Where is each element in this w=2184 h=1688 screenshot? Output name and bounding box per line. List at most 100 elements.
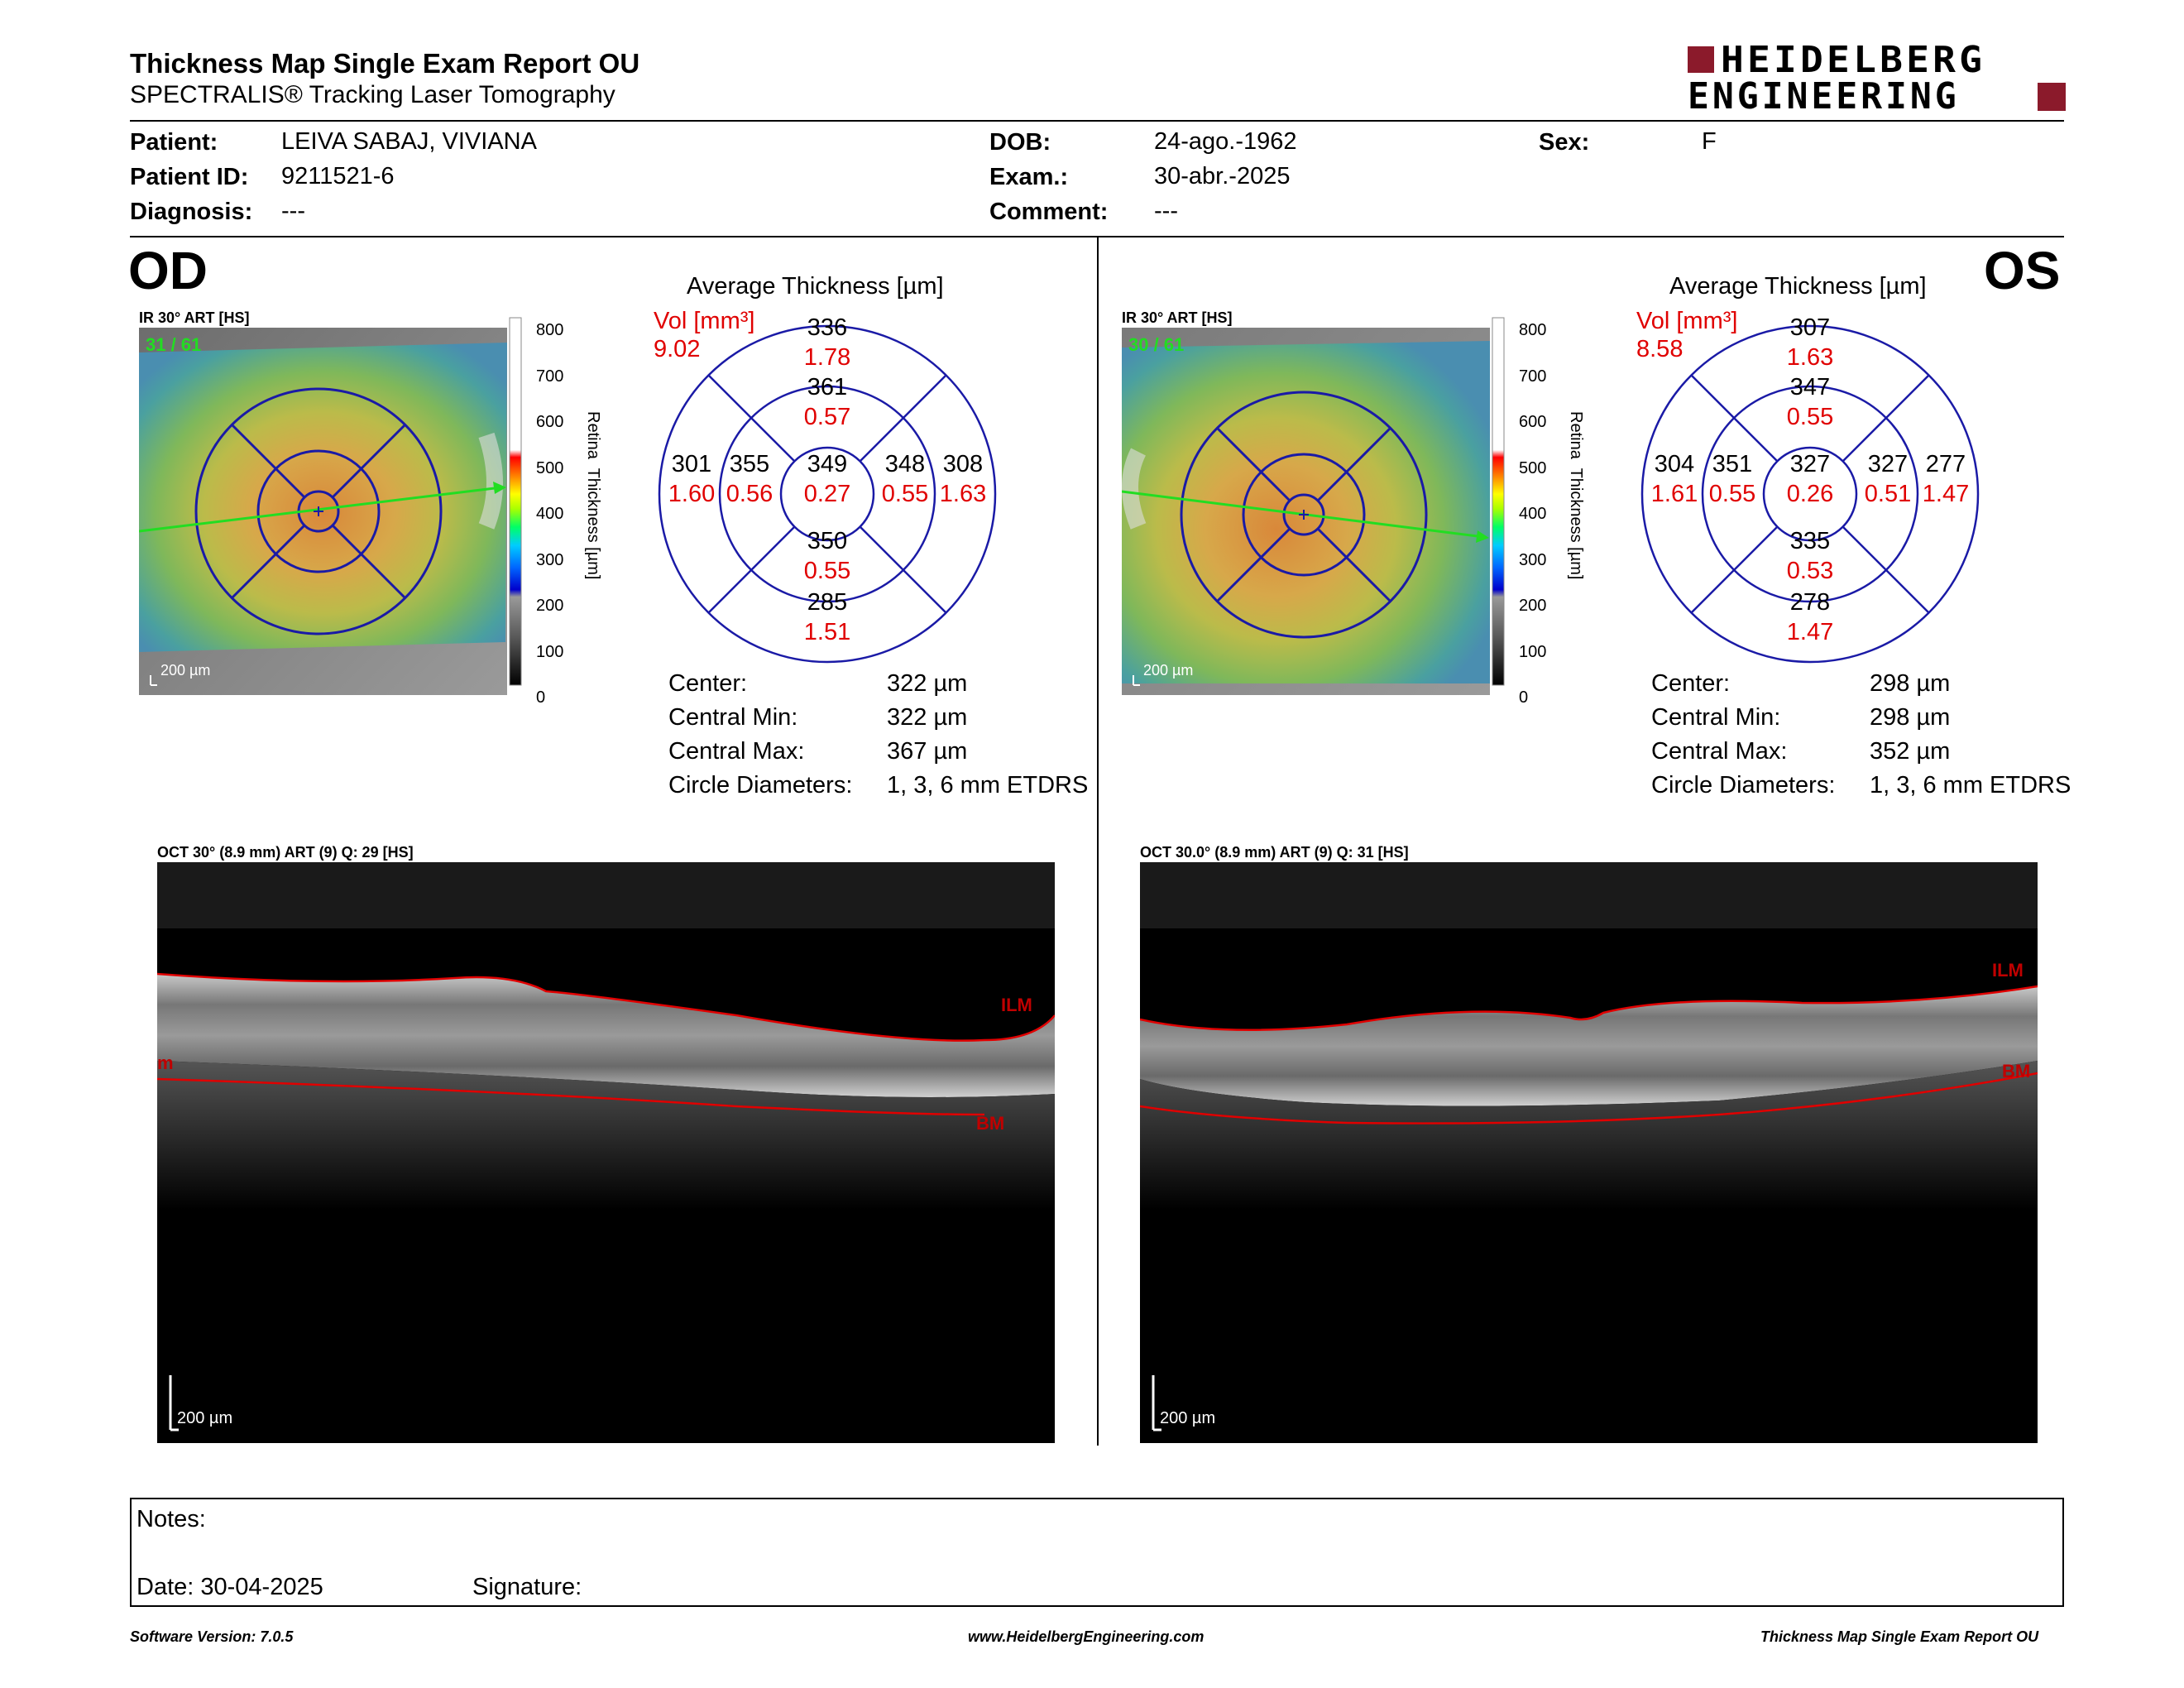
od-inner-right-thickness: 348 bbox=[884, 451, 926, 477]
header-rule bbox=[130, 120, 2064, 122]
od-stat-value-central-min: 322 µm bbox=[887, 704, 968, 731]
eye-label-os: OS bbox=[1984, 241, 2061, 300]
od-oct-label: OCT 30° (8.9 mm) ART (9) Q: 29 [HS] bbox=[157, 844, 414, 861]
heidelberg-logo: HEIDELBERG ENGINEERING bbox=[1688, 39, 2068, 117]
os-stat-label-center: Center: bbox=[1651, 670, 1731, 697]
od-outer-bottom-volume: 1.51 bbox=[803, 619, 851, 645]
od-bm-label: BM bbox=[976, 1113, 1004, 1134]
os-ilm-label: ILM bbox=[1992, 960, 2024, 981]
patient-id-label: Patient ID: bbox=[130, 164, 249, 190]
os-ir-label: IR 30° ART [HS] bbox=[1122, 309, 1233, 326]
os-avg-title: Average Thickness [µm] bbox=[1669, 273, 1927, 300]
od-avg-title: Average Thickness [µm] bbox=[687, 273, 944, 300]
footer-report-name: Thickness Map Single Exam Report OU bbox=[1760, 1628, 2039, 1645]
os-stat-label-diameters: Circle Diameters: bbox=[1651, 772, 1836, 798]
od-vol-label: Vol [mm³] bbox=[654, 308, 755, 334]
od-thickness-map: 31 / 61 200 µm bbox=[138, 328, 507, 695]
report-title: Thickness Map Single Exam Report OU bbox=[130, 48, 640, 79]
patient-id: 9211521-6 bbox=[281, 163, 395, 189]
od-stat-label-central-min: Central Min: bbox=[668, 704, 798, 731]
od-stat-value-central-max: 367 µm bbox=[887, 738, 968, 765]
os-tick-800: 800 bbox=[1519, 321, 1547, 339]
sex-label: Sex: bbox=[1539, 129, 1590, 156]
od-outer-left-volume: 1.60 bbox=[668, 481, 716, 507]
od-ilm-label: ILM bbox=[1001, 995, 1032, 1015]
od-inner-top-volume: 0.57 bbox=[803, 404, 851, 430]
od-tick-700: 700 bbox=[536, 367, 564, 386]
footer-url[interactable]: www.HeidelbergEngineering.com bbox=[968, 1628, 1205, 1645]
od-inner-top-thickness: 361 bbox=[807, 374, 848, 400]
os-outer-right-thickness: 277 bbox=[1925, 451, 1966, 477]
diagnosis-label: Diagnosis: bbox=[130, 199, 253, 225]
os-colorbar bbox=[1489, 313, 1568, 693]
os-stat-value-central-max: 352 µm bbox=[1870, 738, 1951, 765]
sex-value: F bbox=[1702, 128, 1717, 155]
os-inner-left-volume: 0.55 bbox=[1708, 481, 1756, 507]
os-vol-value: 8.58 bbox=[1636, 336, 1684, 362]
date-label: Date: 30-04-2025 bbox=[136, 1574, 323, 1600]
footer-version: Software Version: 7.0.5 bbox=[130, 1628, 294, 1645]
od-outer-right-thickness: 308 bbox=[942, 451, 984, 477]
os-outer-right-volume: 1.47 bbox=[1922, 481, 1970, 507]
report-subtitle: SPECTRALIS® Tracking Laser Tomography bbox=[130, 81, 615, 108]
logo-line1: HEIDELBERG bbox=[1721, 39, 1986, 81]
os-outer-left-volume: 1.61 bbox=[1650, 481, 1698, 507]
od-tick-800: 800 bbox=[536, 321, 564, 339]
os-stat-value-diameters: 1, 3, 6 mm ETDRS bbox=[1870, 772, 2071, 798]
od-outer-bottom-thickness: 285 bbox=[807, 589, 848, 616]
os-thickness-map: 30 / 61 200 µm bbox=[1121, 328, 1490, 695]
os-oct-scale: 200 µm bbox=[1160, 1409, 1215, 1427]
os-center-volume: 0.26 bbox=[1786, 481, 1834, 507]
diagnosis-value: --- bbox=[281, 198, 305, 224]
dob-value: 24-ago.-1962 bbox=[1154, 128, 1297, 155]
od-inner-left-thickness: 355 bbox=[729, 451, 770, 477]
os-outer-bottom-volume: 1.47 bbox=[1786, 619, 1834, 645]
od-map-scale: 200 µm bbox=[160, 662, 210, 679]
os-colorbar-ticks: 800 700 600 500 400 300 200 100 0 bbox=[1519, 308, 1552, 722]
os-inner-right-volume: 0.51 bbox=[1864, 481, 1912, 507]
os-stat-value-center: 298 µm bbox=[1870, 670, 1951, 697]
od-vol-value: 9.02 bbox=[654, 336, 701, 362]
patient-label: Patient: bbox=[130, 129, 218, 156]
od-stat-label-central-max: Central Max: bbox=[668, 738, 805, 765]
od-stat-value-center: 322 µm bbox=[887, 670, 968, 697]
notes-box[interactable]: Notes: Date: 30-04-2025 Signature: bbox=[130, 1498, 2064, 1607]
logo-line2: ENGINEERING bbox=[1688, 75, 1960, 117]
os-outer-bottom-thickness: 278 bbox=[1789, 589, 1831, 616]
os-stat-label-central-max: Central Max: bbox=[1651, 738, 1788, 765]
dob-label: DOB: bbox=[989, 129, 1051, 156]
os-inner-top-volume: 0.55 bbox=[1786, 404, 1834, 430]
od-inner-left-volume: 0.56 bbox=[726, 481, 774, 507]
od-outer-top-volume: 1.78 bbox=[803, 344, 851, 371]
os-inner-bottom-volume: 0.53 bbox=[1786, 558, 1834, 584]
od-tick-300: 300 bbox=[536, 550, 564, 569]
os-map-scale: 200 µm bbox=[1143, 662, 1193, 679]
os-tick-0: 0 bbox=[1519, 688, 1529, 707]
eye-label-od: OD bbox=[128, 241, 208, 300]
od-outer-right-volume: 1.63 bbox=[939, 481, 987, 507]
patient-name: LEIVA SABAJ, VIVIANA bbox=[281, 128, 537, 155]
os-tick-500: 500 bbox=[1519, 458, 1547, 477]
od-inner-bottom-thickness: 350 bbox=[807, 528, 848, 554]
os-inner-top-thickness: 347 bbox=[1789, 374, 1831, 400]
od-frames: 31 / 61 bbox=[146, 334, 201, 355]
os-tick-700: 700 bbox=[1519, 367, 1547, 386]
exam-value: 30-abr.-2025 bbox=[1154, 163, 1291, 189]
od-tick-0: 0 bbox=[536, 688, 546, 707]
os-tick-100: 100 bbox=[1519, 642, 1547, 661]
od-tick-600: 600 bbox=[536, 413, 564, 431]
od-center-thickness: 349 bbox=[807, 451, 848, 477]
os-vol-label: Vol [mm³] bbox=[1636, 308, 1738, 334]
od-outer-top-thickness: 336 bbox=[807, 314, 848, 341]
signature-label: Signature: bbox=[472, 1574, 582, 1600]
os-outer-top-thickness: 307 bbox=[1789, 314, 1831, 341]
center-divider bbox=[1097, 237, 1099, 1446]
os-stat-label-central-min: Central Min: bbox=[1651, 704, 1781, 731]
patient-rule bbox=[130, 236, 2064, 237]
od-tick-200: 200 bbox=[536, 597, 564, 615]
od-ir-label: IR 30° ART [HS] bbox=[139, 309, 250, 326]
os-tick-400: 400 bbox=[1519, 505, 1547, 523]
exam-label: Exam.: bbox=[989, 164, 1069, 190]
os-center-thickness: 327 bbox=[1789, 451, 1831, 477]
os-etdrs-grid bbox=[1640, 324, 1980, 664]
